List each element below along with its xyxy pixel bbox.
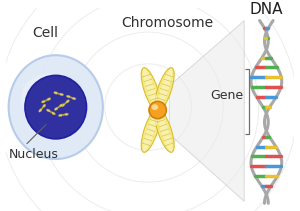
Ellipse shape: [157, 69, 172, 111]
Ellipse shape: [47, 98, 51, 101]
Ellipse shape: [72, 97, 76, 100]
Ellipse shape: [59, 104, 63, 107]
Ellipse shape: [9, 55, 103, 159]
Ellipse shape: [64, 113, 68, 116]
Ellipse shape: [155, 68, 174, 112]
Ellipse shape: [64, 102, 66, 104]
Ellipse shape: [54, 107, 58, 110]
Ellipse shape: [25, 75, 86, 139]
Ellipse shape: [41, 100, 46, 103]
Ellipse shape: [62, 114, 64, 116]
Ellipse shape: [149, 101, 166, 119]
Ellipse shape: [152, 104, 158, 110]
Text: Chromosome: Chromosome: [121, 16, 213, 30]
Ellipse shape: [143, 69, 159, 111]
Ellipse shape: [155, 108, 174, 152]
Ellipse shape: [58, 93, 60, 95]
Ellipse shape: [66, 100, 69, 103]
Ellipse shape: [58, 106, 60, 108]
Ellipse shape: [54, 92, 58, 94]
Ellipse shape: [46, 109, 50, 112]
Text: DNA: DNA: [249, 2, 283, 17]
Text: Cell: Cell: [33, 26, 59, 40]
Ellipse shape: [141, 68, 161, 112]
Ellipse shape: [157, 109, 172, 151]
Ellipse shape: [39, 108, 42, 112]
Ellipse shape: [70, 97, 72, 99]
Ellipse shape: [41, 107, 43, 109]
Ellipse shape: [58, 114, 63, 116]
Text: Nucleus: Nucleus: [9, 149, 59, 161]
Ellipse shape: [143, 109, 159, 151]
Text: Gene: Gene: [211, 89, 244, 102]
Ellipse shape: [141, 108, 161, 152]
Ellipse shape: [59, 93, 64, 96]
Ellipse shape: [21, 73, 79, 122]
Ellipse shape: [50, 111, 52, 113]
Ellipse shape: [61, 103, 65, 107]
Ellipse shape: [45, 99, 47, 101]
Ellipse shape: [52, 112, 56, 115]
Ellipse shape: [43, 104, 46, 108]
Polygon shape: [169, 21, 244, 201]
Ellipse shape: [66, 95, 70, 98]
